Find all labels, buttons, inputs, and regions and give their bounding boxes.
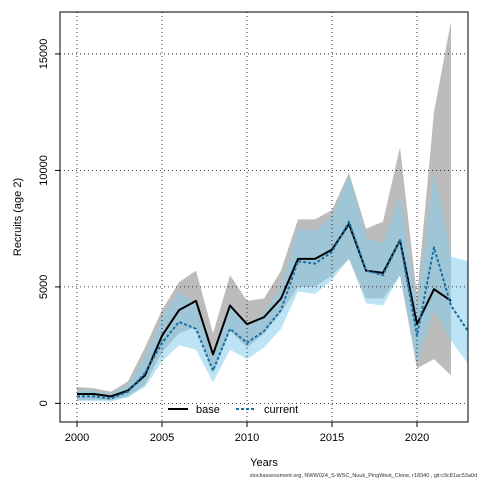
y-tick-label: 10000 xyxy=(38,155,50,186)
legend-label-current: current xyxy=(264,404,298,416)
x-axis-label: Years xyxy=(250,457,278,469)
x-tick-label: 2000 xyxy=(65,432,89,444)
x-axis: 2000 2005 2010 2015 2020 xyxy=(65,422,429,444)
plot-frame xyxy=(59,11,469,423)
y-tick-label: 15000 xyxy=(38,39,50,70)
grid-lines xyxy=(60,12,468,422)
footer-caption: stockassessment.org, NWW024_S-WSC_Nuuk_P… xyxy=(250,473,477,479)
legend: base current xyxy=(168,404,298,416)
y-axis: 0 5000 10000 15000 xyxy=(38,39,60,406)
y-tick-label: 0 xyxy=(38,400,50,406)
x-tick-label: 2015 xyxy=(320,432,344,444)
x-tick-label: 2005 xyxy=(150,432,174,444)
y-tick-label: 5000 xyxy=(38,275,50,299)
confidence-bands xyxy=(77,21,468,402)
band-current xyxy=(77,170,468,402)
legend-label-base: base xyxy=(196,404,220,416)
x-tick-label: 2020 xyxy=(405,432,429,444)
y-axis-label: Recruits (age 2) xyxy=(12,178,24,256)
x-tick-label: 2010 xyxy=(235,432,259,444)
line-current xyxy=(77,220,469,400)
series-lines xyxy=(77,220,469,400)
